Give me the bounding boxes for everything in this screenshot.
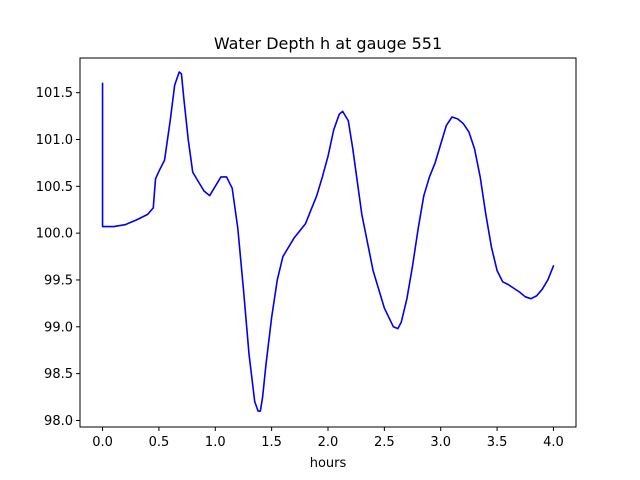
chart-title: Water Depth h at gauge 551 xyxy=(214,34,442,53)
y-axis: 98.0 98.5 99.0 99.5 100.0 100.5 101.0 101.5 xyxy=(36,86,80,429)
plot-layer xyxy=(101,71,555,412)
x-tick-label: 1.5 xyxy=(261,435,282,450)
series-line xyxy=(101,71,555,412)
y-tick-label: 100.5 xyxy=(36,180,73,195)
x-tick-label: 2.0 xyxy=(318,435,339,450)
x-tick-label: 3.5 xyxy=(487,435,508,450)
y-tick-label: 99.0 xyxy=(44,320,73,335)
x-tick-label: 3.0 xyxy=(430,435,451,450)
y-tick-label: 101.0 xyxy=(36,133,73,148)
x-axis: 0.0 0.5 1.0 1.5 2.0 2.5 3.0 3.5 4.0 xyxy=(92,427,564,450)
y-tick-label: 99.5 xyxy=(44,273,73,288)
x-tick-label: 2.5 xyxy=(374,435,395,450)
y-tick-label: 98.0 xyxy=(44,414,73,429)
y-tick-label: 98.5 xyxy=(44,367,73,382)
y-tick-label: 101.5 xyxy=(36,86,73,101)
x-tick-label: 0.5 xyxy=(149,435,170,450)
x-tick-label: 4.0 xyxy=(543,435,564,450)
y-tick-label: 100.0 xyxy=(36,227,73,242)
x-axis-label: hours xyxy=(310,456,347,471)
x-tick-label: 1.0 xyxy=(205,435,226,450)
x-tick-label: 0.0 xyxy=(92,435,113,450)
